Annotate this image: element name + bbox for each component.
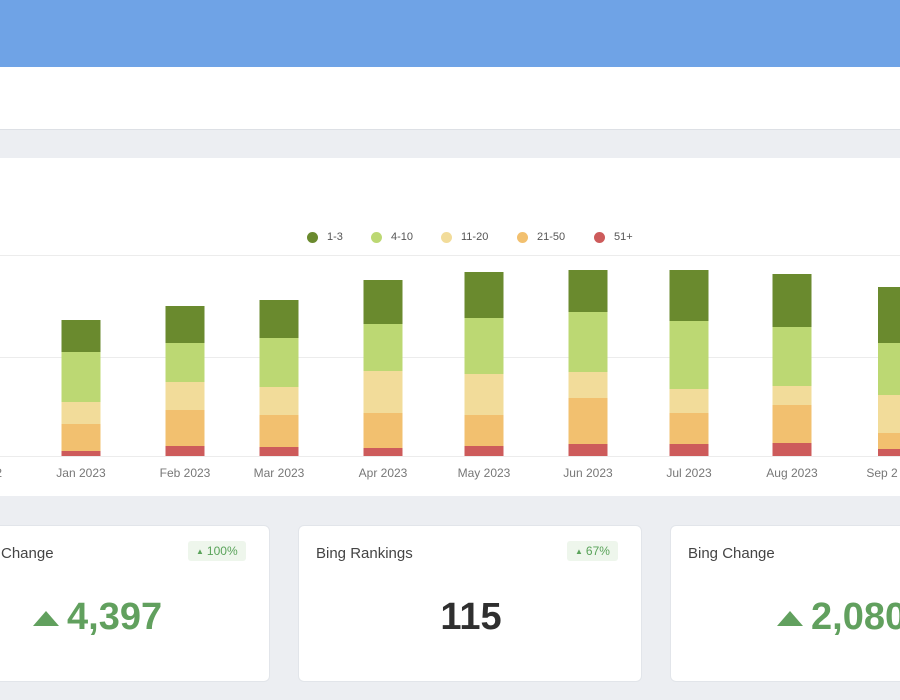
- bar-segment-51-plus: [259, 447, 299, 456]
- card-value: 115: [440, 596, 502, 638]
- legend-label: 51+: [614, 231, 633, 243]
- legend-dot-icon: [594, 231, 605, 243]
- bar-segment-11-20: [363, 371, 403, 413]
- x-tick-label: Jan 2023: [56, 466, 106, 480]
- card-title: Bing Rankings: [316, 545, 413, 562]
- bar-segment-11-20: [568, 372, 608, 398]
- legend-label: 1-3: [327, 231, 343, 243]
- legend-item-1-3[interactable]: 1-3: [307, 225, 343, 249]
- bar-segment-51-plus: [363, 448, 403, 456]
- bar-segment-1-3: [165, 306, 205, 343]
- bar-segment-51-plus: [61, 451, 101, 456]
- bar-segment-11-20: [165, 382, 205, 410]
- legend-label: 11-20: [461, 231, 489, 243]
- change-card: Change ▲ 100% 4,397: [0, 525, 270, 682]
- bar-segment-21-50: [568, 398, 608, 444]
- bar-segment-11-20: [259, 387, 299, 415]
- legend-item-51-plus[interactable]: 51+: [594, 225, 633, 249]
- card-title: Bing Change: [688, 545, 775, 562]
- bar-segment-51-plus: [165, 446, 205, 456]
- bar-segment-1-3: [61, 320, 101, 352]
- bar-segment-11-20: [464, 374, 504, 415]
- card-title: Change: [1, 545, 54, 562]
- bar-segment-4-10: [568, 312, 608, 372]
- legend-item-11-20[interactable]: 11-20: [441, 225, 488, 249]
- x-tick-label-partial: Sep 2: [866, 466, 898, 480]
- chart-legend: 1-3 4-10 11-20 21-50 51+: [0, 225, 900, 249]
- card-value: 2,080: [811, 596, 900, 638]
- bar-segment-1-3: [464, 272, 504, 318]
- bar-segment-11-20: [669, 389, 709, 413]
- up-arrow-icon: [777, 611, 803, 626]
- bar-segment-1-3: [772, 274, 812, 327]
- x-tick-label: May 2023: [458, 466, 511, 480]
- top-header-bar: [0, 0, 900, 67]
- bar-segment-1-3: [259, 300, 299, 338]
- sub-toolbar: [0, 67, 900, 130]
- badge-value: 100%: [206, 544, 238, 558]
- bar-segment-51-plus: [464, 446, 504, 456]
- badge-value: 67%: [585, 544, 610, 558]
- bing-rankings-card: Bing Rankings ▲ 67% 115: [298, 525, 642, 682]
- bar-segment-51-plus: [772, 443, 812, 456]
- bar-segment-partial: [878, 449, 900, 456]
- bar-segment-4-10: [61, 352, 101, 402]
- legend-item-21-50[interactable]: 21-50: [517, 225, 565, 249]
- bar-segment-11-20: [61, 402, 101, 424]
- x-tick-label: Jun 2023: [563, 466, 613, 480]
- bar-segment-51-plus: [568, 444, 608, 456]
- bar-segment-21-50: [669, 413, 709, 444]
- bar-segment-4-10: [363, 324, 403, 371]
- legend-dot-icon: [371, 231, 382, 243]
- bar-segment-partial: [878, 395, 900, 433]
- x-tick-label: Feb 2023: [160, 466, 211, 480]
- bar-segment-21-50: [363, 413, 403, 448]
- percent-change-badge: ▲ 67%: [567, 541, 618, 561]
- bar-segment-21-50: [165, 410, 205, 446]
- legend-label: 4-10: [391, 231, 414, 243]
- bar-segment-partial: [878, 433, 900, 449]
- bar-segment-4-10: [669, 321, 709, 389]
- up-triangle-icon: ▲: [196, 546, 204, 556]
- bar-segment-4-10: [165, 343, 205, 382]
- legend-dot-icon: [441, 231, 452, 243]
- legend-item-4-10[interactable]: 4-10: [371, 225, 413, 249]
- legend-dot-icon: [307, 231, 318, 243]
- bing-change-card: Bing Change 2,080: [670, 525, 900, 682]
- bar-segment-partial: [878, 343, 900, 395]
- bar-segment-partial: [878, 287, 900, 343]
- bar-segment-21-50: [61, 424, 101, 451]
- x-tick-label: Mar 2023: [254, 466, 305, 480]
- x-tick-label: Apr 2023: [359, 466, 408, 480]
- bar-segment-1-3: [363, 280, 403, 324]
- bar-segment-4-10: [772, 327, 812, 386]
- bar-segment-11-20: [772, 386, 812, 405]
- bar-segment-4-10: [259, 338, 299, 387]
- up-arrow-icon: [33, 611, 59, 626]
- up-triangle-icon: ▲: [575, 546, 583, 556]
- legend-dot-icon: [517, 231, 528, 243]
- bar-segment-51-plus: [669, 444, 709, 456]
- bar-segment-1-3: [568, 270, 608, 312]
- x-tick-label: Aug 2023: [766, 466, 818, 480]
- bar-segment-21-50: [259, 415, 299, 447]
- bar-segment-4-10: [464, 318, 504, 374]
- percent-change-badge: ▲ 100%: [188, 541, 246, 561]
- x-tick-label: Jul 2023: [666, 466, 712, 480]
- card-value: 4,397: [67, 596, 163, 638]
- bar-segment-21-50: [772, 405, 812, 443]
- x-tick-label-partial: 2: [0, 466, 2, 480]
- chart-panel: [0, 158, 900, 496]
- bar-segment-1-3: [669, 270, 709, 321]
- legend-label: 21-50: [537, 231, 566, 243]
- bar-segment-21-50: [464, 415, 504, 446]
